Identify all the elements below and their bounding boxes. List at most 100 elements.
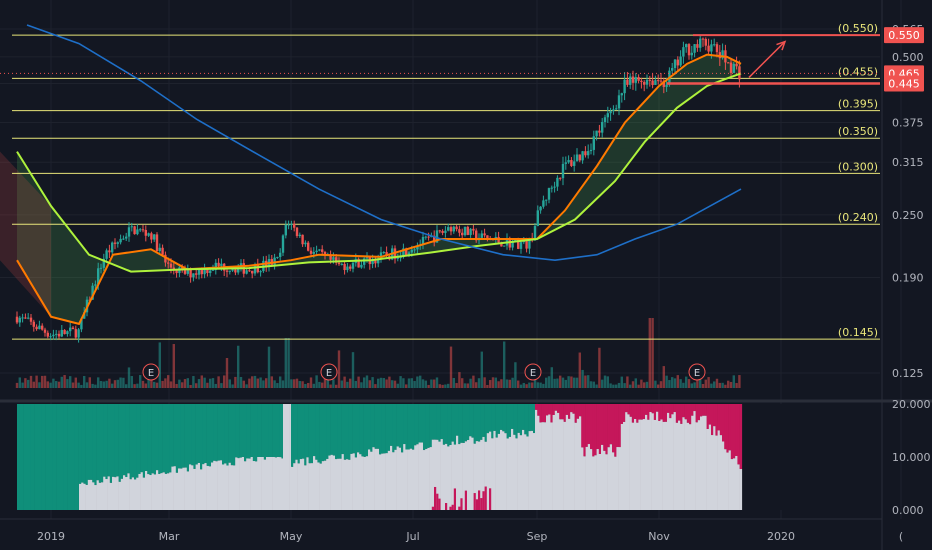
- price-candles: [15, 35, 741, 343]
- oscillator-fill-top: [222, 404, 225, 465]
- candle-body: [570, 160, 573, 166]
- candle-body: [309, 250, 313, 254]
- oscillator-fill-top: [420, 404, 424, 443]
- volume-bar: [287, 338, 290, 388]
- candle-body: [427, 236, 430, 238]
- oscillator-spike: [458, 506, 461, 510]
- volume-bar: [410, 378, 413, 388]
- oscillator-fill-top: [491, 404, 494, 439]
- oscillator-fill-bottom: [359, 454, 362, 510]
- oscillator-spike: [451, 504, 455, 510]
- candle-body: [377, 259, 380, 264]
- oscillator-fill-bottom: [145, 470, 148, 510]
- time-tick-label: Mar: [159, 530, 180, 543]
- candle-body: [164, 254, 167, 263]
- oscillator-fill-bottom: [237, 458, 240, 510]
- oscillator-fill-top: [118, 404, 122, 482]
- volume-bar: [724, 384, 727, 388]
- oscillator-fill-top: [105, 404, 108, 480]
- oscillator-fill-top: [94, 404, 97, 486]
- oscillator-fill-bottom: [623, 421, 626, 510]
- oscillator-axis[interactable]: 20.000 10.000 0.000: [892, 398, 931, 517]
- volume-bar: [385, 379, 388, 388]
- oscillator-fill-bottom: [131, 477, 135, 510]
- candle-body: [567, 160, 570, 163]
- oscillator-fill-top: [682, 404, 685, 418]
- oscillator-fill-bottom: [109, 482, 113, 510]
- oscillator-fill-top: [107, 404, 111, 477]
- volume-bar: [354, 380, 357, 388]
- oscillator-fill-top: [616, 404, 619, 448]
- oscillator-fill-bottom: [491, 438, 494, 510]
- candle-body: [416, 245, 419, 250]
- oscillator-fill-top: [167, 404, 170, 474]
- volume-bar: [662, 366, 665, 388]
- volume-bar: [231, 384, 234, 388]
- oscillator-fill-bottom: [136, 477, 139, 510]
- volume-bar: [99, 381, 103, 388]
- candle-body: [276, 256, 279, 258]
- candle-body: [528, 237, 531, 249]
- volume-bar: [60, 376, 63, 388]
- candle-body: [287, 224, 290, 226]
- oscillator-fill-bottom: [601, 444, 604, 510]
- oscillator-fill-top: [541, 404, 545, 423]
- time-axis[interactable]: 2019 Mar May Jul Sep Nov 2020 (: [37, 530, 903, 543]
- oscillator-fill-top: [440, 404, 444, 440]
- oscillator-fill-bottom: [335, 459, 338, 510]
- oscillator-fill-top: [651, 404, 655, 414]
- oscillator-fill-bottom: [287, 404, 290, 510]
- oscillator-fill-top: [550, 404, 553, 423]
- oscillator-fill-bottom: [506, 438, 510, 510]
- volume-bar: [533, 375, 537, 388]
- oscillator-fill-top: [401, 404, 404, 453]
- oscillator-fill-bottom: [675, 422, 679, 510]
- volume-bar: [186, 378, 189, 388]
- candle-body: [704, 39, 707, 46]
- candle-body: [405, 248, 408, 256]
- oscillator-fill-top: [202, 404, 205, 465]
- candle-body: [707, 45, 710, 52]
- candle-body: [77, 329, 80, 338]
- candle-body: [192, 273, 195, 278]
- volume-bar: [234, 376, 237, 388]
- oscillator-fill-bottom: [248, 458, 251, 510]
- candle-body: [410, 249, 413, 253]
- volume-bar: [24, 378, 27, 388]
- candle-body: [480, 233, 483, 238]
- volume-bar: [122, 377, 125, 388]
- volume-bar: [547, 376, 551, 388]
- oscillator-fill-bottom: [469, 436, 472, 510]
- candle-body: [256, 264, 259, 273]
- oscillator-fill-bottom: [647, 419, 650, 510]
- time-tick-label: Jul: [405, 530, 419, 543]
- volume-bar: [144, 383, 147, 388]
- oscillator-tick-label: 20.000: [892, 398, 931, 411]
- volume-bar: [469, 378, 472, 388]
- candle-body: [141, 229, 145, 231]
- candle-body: [55, 333, 58, 335]
- oscillator-fill-top: [83, 404, 86, 484]
- volume-bar: [183, 379, 187, 388]
- volume-bar: [570, 376, 573, 388]
- volume-bar: [581, 369, 584, 388]
- oscillator-spike: [438, 498, 441, 510]
- oscillator-fill-bottom: [191, 465, 194, 510]
- oscillator-fill-bottom: [695, 422, 699, 510]
- volume-bar: [111, 383, 114, 388]
- volume-bar: [427, 384, 430, 388]
- candle-body: [469, 228, 472, 235]
- oscillator-fill-top: [343, 404, 347, 460]
- volume-bar: [564, 379, 567, 388]
- oscillator-fill-bottom: [627, 414, 630, 510]
- price-tick-label: 0.500: [892, 51, 924, 64]
- oscillator-fill-top: [462, 404, 466, 443]
- oscillator-fill-bottom: [204, 463, 207, 510]
- candle-body: [447, 227, 450, 231]
- oscillator-fill-bottom: [438, 441, 441, 510]
- oscillator-fill-bottom: [211, 462, 214, 510]
- volume-bar: [127, 367, 131, 388]
- candle-body: [578, 154, 581, 161]
- oscillator-pane: [0, 404, 880, 510]
